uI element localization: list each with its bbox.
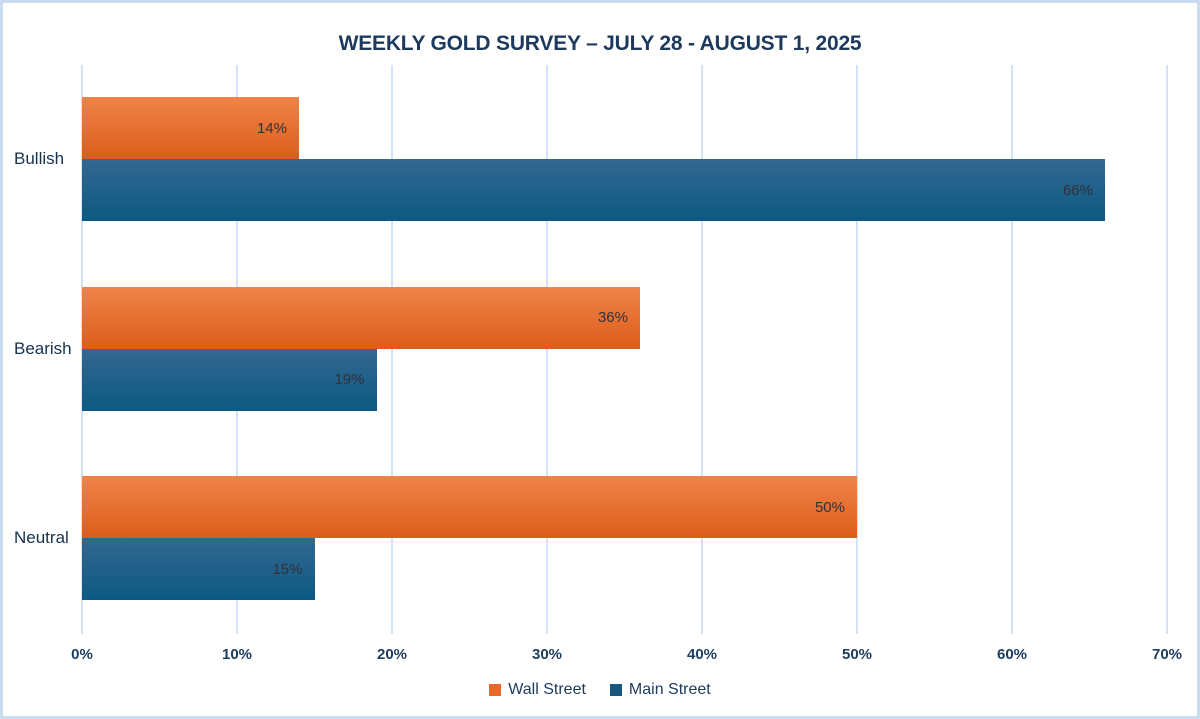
gridline-40 — [701, 65, 703, 634]
legend-item-wall-street: Wall Street — [489, 681, 586, 699]
data-label: 50% — [814, 498, 845, 516]
gridline-60 — [1011, 65, 1013, 634]
category-label-bearish: Bearish — [14, 338, 72, 358]
category-label-neutral: Neutral — [14, 528, 69, 548]
legend-item-main-street: Main Street — [609, 681, 711, 699]
x-tick-label-50: 50% — [841, 646, 873, 663]
plot-area: 14% 66% 36% 19% 50% 15% — [81, 65, 1168, 634]
bar-bearish-wall-street: 36% — [82, 286, 640, 349]
data-label: 36% — [597, 309, 628, 327]
bar-bullish-main-street: 66% — [82, 159, 1105, 221]
data-label: 14% — [256, 119, 287, 137]
bar-bullish-wall-street: 14% — [82, 97, 299, 159]
x-tick-label-0: 0% — [71, 646, 93, 663]
data-label: 66% — [1062, 181, 1093, 199]
gridline-30 — [546, 65, 548, 634]
x-tick-label-30: 30% — [531, 646, 563, 663]
gridline-20 — [391, 65, 393, 634]
x-tick-label-70: 70% — [1151, 646, 1183, 663]
bar-neutral-main-street: 15% — [82, 538, 315, 601]
legend-swatch-icon — [609, 684, 622, 696]
legend: Wall Street Main Street — [3, 681, 1197, 699]
x-tick-label-10: 10% — [221, 646, 253, 663]
x-tick-label-40: 40% — [686, 646, 718, 663]
x-tick-label-20: 20% — [376, 646, 408, 663]
bar-bearish-main-street: 19% — [82, 348, 377, 411]
gridline-70 — [1166, 65, 1168, 634]
data-label: 15% — [272, 560, 303, 578]
legend-label: Wall Street — [508, 681, 586, 698]
x-tick-label-60: 60% — [996, 646, 1028, 663]
category-label-bullish: Bullish — [14, 149, 65, 168]
bar-neutral-wall-street: 50% — [82, 476, 857, 539]
legend-swatch-icon — [489, 684, 502, 696]
legend-label: Main Street — [628, 681, 711, 698]
data-label: 19% — [334, 371, 365, 389]
chart-title: WEEKLY GOLD SURVEY – JULY 28 - AUGUST 1,… — [338, 32, 862, 55]
gridline-50 — [856, 65, 858, 634]
